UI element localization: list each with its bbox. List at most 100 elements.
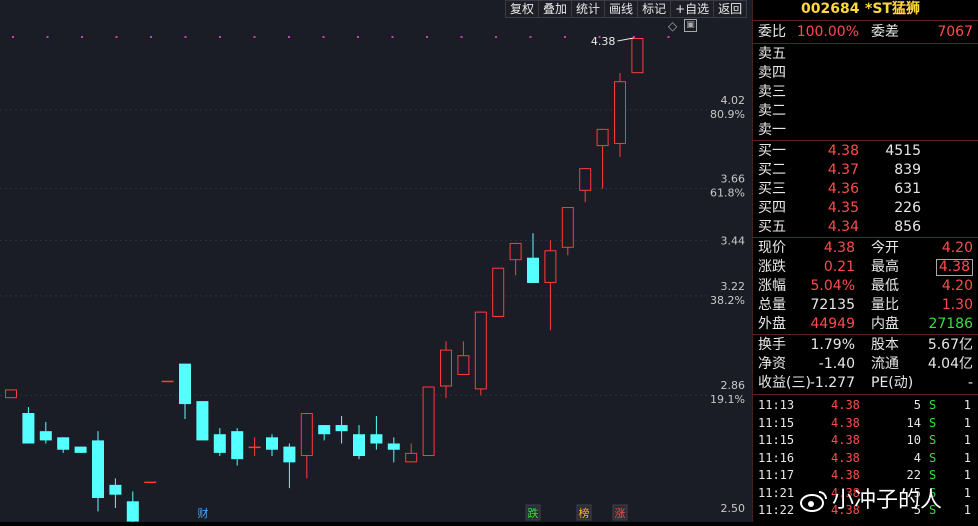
diamond-icon[interactable]: ◇ — [668, 19, 678, 33]
quote-value-2: 27186 — [928, 316, 973, 332]
candle-body-down — [527, 257, 539, 283]
sell-row: 卖一 — [753, 121, 978, 140]
sell-row: 卖五 — [753, 45, 978, 64]
tick-volume: 4 — [913, 450, 921, 465]
candle-body-down — [370, 434, 383, 444]
buy-price: 4.35 — [827, 200, 859, 216]
quote-row: 总量 72135 量比 1.30 — [753, 296, 978, 315]
quote-row: 外盘 44949 内盘 27186 — [753, 315, 978, 334]
tick-row: 11:17 4.38 22 S 1 — [753, 467, 978, 485]
candle-body-down — [231, 431, 244, 460]
dot-mark — [564, 36, 566, 38]
dot-mark — [322, 36, 325, 38]
quote-value: 44949 — [810, 316, 855, 332]
dot-mark — [633, 36, 635, 38]
fund-label: 换手 — [758, 337, 786, 353]
dot-mark — [115, 36, 118, 38]
toolbar-button-0[interactable]: 复权 — [505, 0, 540, 18]
buy-label: 买三 — [758, 181, 786, 197]
dot-mark — [150, 36, 152, 38]
candle-body-up — [561, 207, 574, 248]
candle-body-up — [544, 250, 557, 283]
quote-value: 5.04% — [810, 278, 855, 294]
dot-mark — [184, 36, 187, 38]
candle-body-up — [474, 311, 487, 390]
toolbar-button-2[interactable]: 统计 — [571, 0, 606, 18]
fund-label-2: PE(动) — [871, 375, 914, 391]
tick-side: S — [929, 433, 937, 447]
candle-body-down — [213, 434, 226, 453]
toolbar-button-5[interactable]: +自选 — [670, 0, 715, 18]
candle-body-up — [248, 446, 261, 449]
tick-volume: 10 — [906, 433, 921, 447]
tick-volume: 22 — [906, 468, 921, 482]
dot-mark — [598, 36, 601, 38]
quote-label: 现价 — [758, 240, 786, 256]
tick-count: 1 — [963, 433, 971, 447]
fund-value: -1.40 — [818, 356, 855, 372]
tick-price: 4.38 — [831, 450, 860, 465]
high-arrow — [617, 37, 634, 42]
quote-value-2: 4.20 — [941, 278, 973, 294]
quote-label-2: 量比 — [871, 297, 899, 313]
high-label: 4.38 — [591, 35, 616, 48]
stock-header: 002684 *ST猛狮 — [753, 0, 978, 19]
quote-value-2: 4.20 — [941, 240, 973, 256]
tick-price: 4.38 — [831, 503, 860, 517]
quote-label-2: 今开 — [871, 240, 899, 256]
fund-label-2: 股本 — [871, 337, 899, 353]
settings-icon[interactable]: ▣ — [684, 19, 698, 32]
corner-icons: ◇ ▣ — [668, 19, 698, 33]
candle-body-down — [266, 437, 278, 450]
toolbar-button-6[interactable]: 返回 — [713, 0, 748, 18]
candle-body-down — [353, 434, 365, 457]
toolbar-button-3[interactable]: 画线 — [604, 0, 639, 18]
tick-count: 1 — [963, 398, 971, 412]
quote-row: 现价 4.38 今开 4.20 — [753, 239, 978, 258]
candle-body-down — [126, 501, 139, 522]
buy-row: 买三 4.36 631 — [753, 180, 978, 199]
candle-body-up — [405, 452, 418, 463]
tick-row: 11:15 4.38 14 S 1 — [753, 415, 978, 433]
candle-body-down — [39, 431, 52, 441]
dot-mark — [460, 36, 463, 38]
candle-body-up — [161, 380, 174, 383]
quote-label: 涨跌 — [758, 259, 786, 275]
fund-value-2: - — [967, 375, 973, 391]
dot-mark — [253, 36, 256, 38]
axis-price-label: 2.50 — [721, 502, 746, 515]
buy-row: 买二 4.37 839 — [753, 161, 978, 180]
stock-name: *ST猛狮 — [865, 1, 920, 17]
dot-mark — [219, 36, 221, 38]
tick-volume: 5 — [913, 485, 921, 500]
sell-label: 卖一 — [758, 122, 786, 138]
sell-row: 卖二 — [753, 102, 978, 121]
toolbar-button-4[interactable]: 标记 — [637, 0, 672, 18]
buy-price: 4.36 — [827, 181, 859, 197]
buy-label: 买一 — [758, 143, 786, 159]
buy-price: 4.37 — [827, 162, 859, 178]
fund-value-2: 5.67亿 — [927, 337, 973, 353]
toolbar-button-1[interactable]: 叠加 — [538, 0, 573, 18]
buy-label: 买四 — [758, 200, 786, 216]
quote-value: 4.38 — [823, 240, 855, 256]
tick-side: S — [929, 450, 937, 465]
quote-panel: 002684 *ST猛狮 委比 100.00% 委差 7067 卖五 卖四 卖三 卖二… — [752, 0, 978, 522]
quote-value: 72135 — [810, 297, 855, 313]
tick-time: 11:15 — [758, 433, 795, 447]
tick-time: 11:16 — [758, 450, 795, 465]
candle-body-down — [22, 413, 35, 444]
tick-time: 11:21 — [758, 485, 795, 500]
buy-label: 买二 — [758, 162, 786, 178]
buy-volume: 226 — [894, 200, 921, 216]
quote-value: 0.21 — [823, 259, 855, 275]
tick-price: 4.38 — [831, 398, 860, 412]
axis-pct-label: 61.8% — [710, 187, 745, 200]
tick-count: 1 — [963, 468, 971, 482]
quote-value-2: 1.30 — [941, 297, 973, 313]
tick-price: 4.38 — [831, 415, 860, 430]
quote-label-2: 内盘 — [871, 316, 899, 332]
dot-mark — [529, 36, 532, 38]
